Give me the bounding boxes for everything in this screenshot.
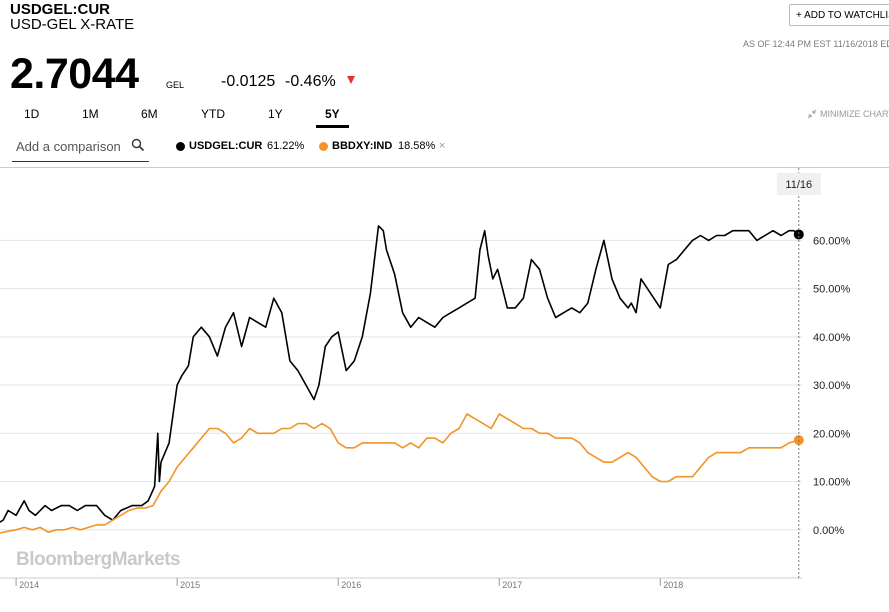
range-tab-ytd[interactable]: YTD	[201, 107, 225, 121]
price-change: -0.0125	[221, 73, 276, 90]
range-tab-5y[interactable]: 5Y	[325, 107, 340, 121]
legend-name-usdgel: USDGEL:CUR	[189, 140, 263, 152]
y-tick-label: 10.00%	[813, 477, 851, 489]
as-of-timestamp: AS OF 12:44 PM EST 11/16/2018 EDT	[743, 39, 889, 49]
price-change-percent: -0.46%	[285, 73, 336, 90]
down-arrow-icon	[347, 76, 355, 84]
active-range-indicator	[316, 125, 349, 128]
date-marker-box	[776, 173, 821, 195]
bloomberg-markets-watermark: BloombergMarkets	[16, 549, 181, 570]
minimize-icon[interactable]	[806, 108, 818, 120]
series-line-bbdxy	[0, 413, 800, 534]
legend-dot-usdgel	[176, 142, 185, 151]
x-tick-label: 2016	[341, 580, 361, 590]
comparison-input[interactable]: Add a comparison	[16, 139, 121, 154]
legend-value-bbdxy: 18.58%	[398, 140, 436, 152]
range-tab-6m[interactable]: 6M	[141, 107, 158, 121]
y-tick-label: 40.00%	[813, 332, 851, 344]
add-to-watchlist-button[interactable]: + ADD TO WATCHLIST	[789, 4, 889, 26]
x-tick-label: 2015	[180, 580, 200, 590]
range-tab-1d[interactable]: 1D	[24, 107, 40, 121]
remove-comparison-button[interactable]: ×	[439, 140, 446, 152]
x-tick-label: 2014	[19, 580, 39, 590]
price-chart[interactable]: 0.00% 10.00% 20.00% 30.00% 40.00% 50.00% 60.00…	[0, 168, 889, 612]
y-tick-label: 0.00%	[813, 525, 844, 537]
range-tab-1m[interactable]: 1M	[82, 107, 99, 121]
range-tab-1y[interactable]: 1Y	[268, 107, 283, 121]
header-divider	[0, 167, 889, 168]
y-tick-label: 20.00%	[813, 428, 851, 440]
legend-name-bbdxy: BBDXY:IND	[332, 140, 393, 152]
instrument-name: USD-GEL X-RATE	[10, 16, 135, 33]
y-tick-label: 50.00%	[813, 284, 851, 296]
x-tick-label: 2018	[663, 580, 683, 590]
date-marker-label: 11/16	[785, 179, 812, 191]
series-endpoint-usdgel	[793, 229, 804, 240]
y-tick-label: 60.00%	[813, 235, 851, 247]
x-tick-label: 2017	[502, 580, 522, 590]
series-line-usdgel	[0, 225, 800, 523]
legend-dot-bbdxy	[319, 142, 328, 151]
minimize-chart-button[interactable]: MINIMIZE CHART	[820, 109, 889, 119]
price-unit: GEL	[166, 80, 185, 90]
search-icon[interactable]	[131, 138, 145, 152]
ticker-symbol: USDGEL:CUR	[10, 1, 110, 18]
y-tick-label: 30.00%	[813, 380, 851, 392]
last-price: 2.7044	[10, 50, 139, 98]
legend-value-usdgel: 61.22%	[267, 140, 305, 152]
comparison-input-underline	[12, 161, 149, 162]
